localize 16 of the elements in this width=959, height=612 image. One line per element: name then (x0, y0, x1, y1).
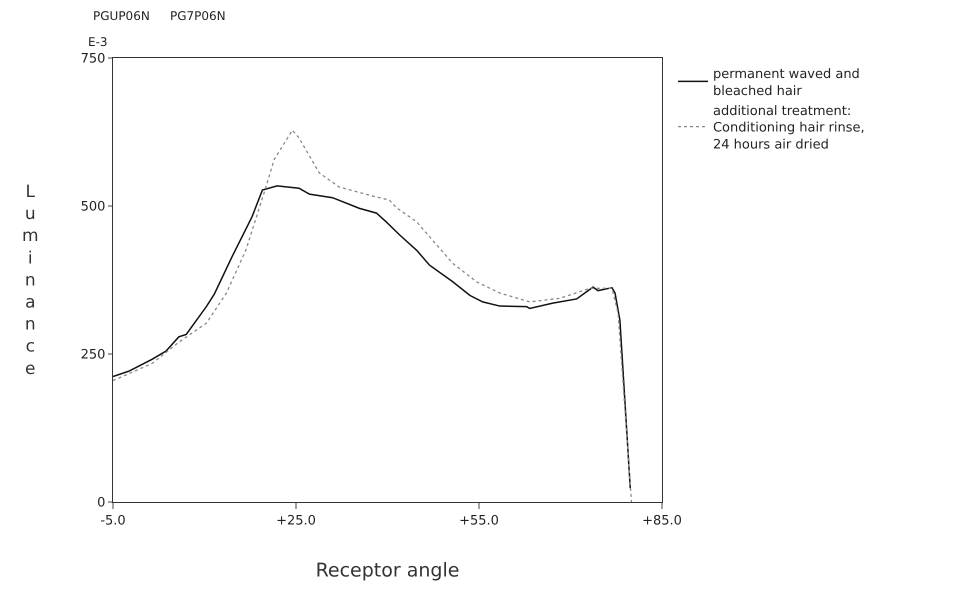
y-tick-label: 750 (80, 52, 106, 67)
y-tick-label: 250 (80, 348, 106, 363)
x-tick-label: -5.0 (100, 514, 126, 529)
y-tick-label: 0 (97, 496, 106, 511)
text: E-3 (88, 35, 108, 49)
text: Luminance (22, 182, 39, 379)
x-axis-title: Receptor angle (316, 559, 460, 582)
text: PGUP06N (93, 9, 150, 23)
legend-label: additional treatment: Conditioning hair rinse, 24 hours air dried (712, 104, 865, 153)
y-tick-label: 500 (80, 200, 106, 215)
text: PG7P06N (170, 9, 226, 23)
x-tick-label: +25.0 (276, 514, 316, 529)
x-tick-label: +55.0 (459, 514, 499, 529)
line-series (113, 185, 632, 490)
line-series (113, 130, 632, 502)
x-tick-label: +85.0 (642, 514, 682, 529)
